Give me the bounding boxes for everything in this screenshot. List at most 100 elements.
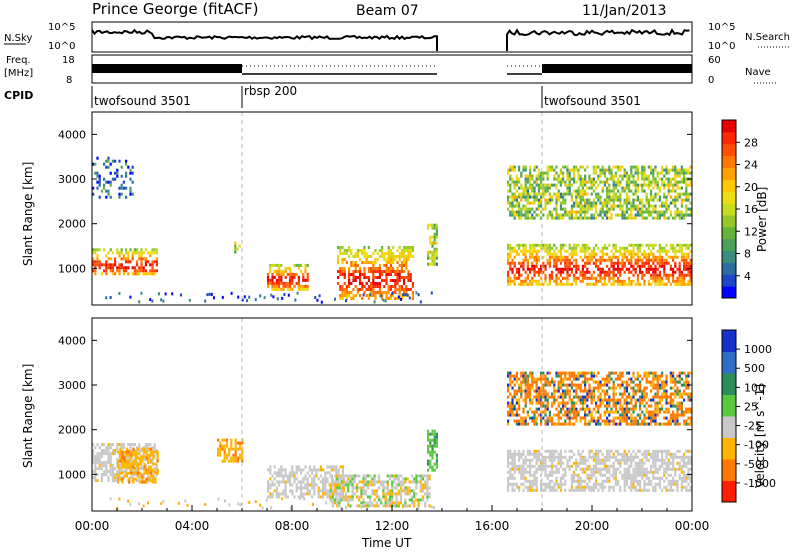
echo-cell xyxy=(160,298,163,302)
echo-cell xyxy=(663,168,666,172)
echo-cell xyxy=(433,435,436,439)
echo-cell xyxy=(614,204,617,208)
echo-cell xyxy=(100,473,103,477)
echo-cell xyxy=(109,257,112,261)
echo-cell xyxy=(338,483,341,487)
echo-cell xyxy=(680,455,683,459)
echo-cell xyxy=(531,261,534,265)
echo-cell xyxy=(522,258,525,262)
echo-cell xyxy=(577,195,580,199)
echo-cell xyxy=(293,471,296,475)
echo-cell xyxy=(522,461,525,465)
echo-cell xyxy=(584,264,587,268)
echo-cell xyxy=(625,177,628,181)
echo-cell xyxy=(520,467,523,471)
echo-cell xyxy=(381,291,384,294)
echo-cell xyxy=(343,294,346,297)
echo-cell xyxy=(400,252,403,255)
echo-cell xyxy=(529,195,532,199)
colorbar-seg-1 xyxy=(722,274,736,287)
echo-cell xyxy=(304,278,307,282)
echo-cell xyxy=(350,264,353,267)
echo-cell xyxy=(597,455,600,459)
echo-cell xyxy=(687,246,690,250)
echo-cell xyxy=(341,288,344,291)
echo-cell xyxy=(524,270,527,274)
echo-cell xyxy=(354,255,357,258)
echo-cell xyxy=(590,177,593,181)
echo-cell xyxy=(373,483,376,487)
echo-cell xyxy=(515,401,518,405)
echo-cell xyxy=(526,464,529,468)
echo-cell xyxy=(429,250,432,254)
echo-cell xyxy=(300,468,303,472)
echo-cell xyxy=(650,165,653,169)
echo-cell xyxy=(393,504,396,508)
echo-cell xyxy=(540,243,543,247)
echo-cell xyxy=(676,282,679,286)
echo-cell xyxy=(284,266,287,270)
echo-cell xyxy=(278,287,281,291)
echo-cell xyxy=(555,389,558,393)
echo-cell xyxy=(120,192,123,196)
echo-cell xyxy=(661,171,664,175)
echo-cell xyxy=(680,171,683,175)
echo-cell xyxy=(267,495,270,499)
echo-cell xyxy=(513,192,516,196)
echo-cell xyxy=(636,482,639,486)
echo-cell xyxy=(365,282,368,285)
echo-cell xyxy=(389,252,392,255)
echo-cell xyxy=(544,264,547,268)
echo-cell xyxy=(147,461,150,465)
echo-cell xyxy=(144,272,147,276)
echo-cell xyxy=(435,435,438,439)
echo-cell xyxy=(573,422,576,426)
echo-cell xyxy=(522,195,525,199)
echo-cell xyxy=(130,456,133,460)
echo-cell xyxy=(275,263,278,267)
echo-cell xyxy=(419,489,422,493)
echo-cell xyxy=(634,204,637,208)
echo-cell xyxy=(656,171,659,175)
echo-cell xyxy=(520,216,523,220)
echo-cell xyxy=(568,371,571,375)
echo-cell xyxy=(513,183,516,187)
echo-cell xyxy=(610,204,613,208)
echo-cell xyxy=(529,401,532,405)
echo-cell xyxy=(399,489,403,493)
echo-cell xyxy=(377,504,381,508)
echo-cell xyxy=(553,395,556,399)
echo-cell xyxy=(634,461,637,465)
echo-cell xyxy=(531,473,534,477)
echo-cell xyxy=(524,392,527,396)
echo-cell xyxy=(293,263,296,267)
echo-cell xyxy=(524,422,527,426)
echo-cell xyxy=(103,470,106,474)
echo-cell xyxy=(206,293,209,297)
echo-cell xyxy=(586,467,589,471)
echo-cell xyxy=(617,168,620,172)
echo-cell xyxy=(535,407,538,411)
echo-cell xyxy=(597,419,600,423)
echo-cell xyxy=(608,401,611,405)
echo-cell xyxy=(119,456,122,460)
echo-cell xyxy=(230,291,233,295)
echo-cell xyxy=(522,189,525,193)
echo-cell xyxy=(120,251,123,255)
echo-cell xyxy=(343,249,346,252)
echo-cell xyxy=(533,479,536,483)
echo-cell xyxy=(275,272,278,276)
echo-cell xyxy=(537,171,540,175)
echo-cell xyxy=(656,255,659,259)
echo-cell xyxy=(136,269,139,273)
echo-cell xyxy=(579,476,582,480)
echo-cell xyxy=(542,401,545,405)
echo-cell xyxy=(149,298,152,302)
echo-cell xyxy=(544,201,547,205)
echo-cell xyxy=(328,471,331,475)
echo-cell xyxy=(513,377,516,381)
echo-cell xyxy=(595,464,598,468)
echo-cell xyxy=(526,458,529,462)
echo-cell xyxy=(278,272,281,276)
echo-cell xyxy=(643,168,646,172)
